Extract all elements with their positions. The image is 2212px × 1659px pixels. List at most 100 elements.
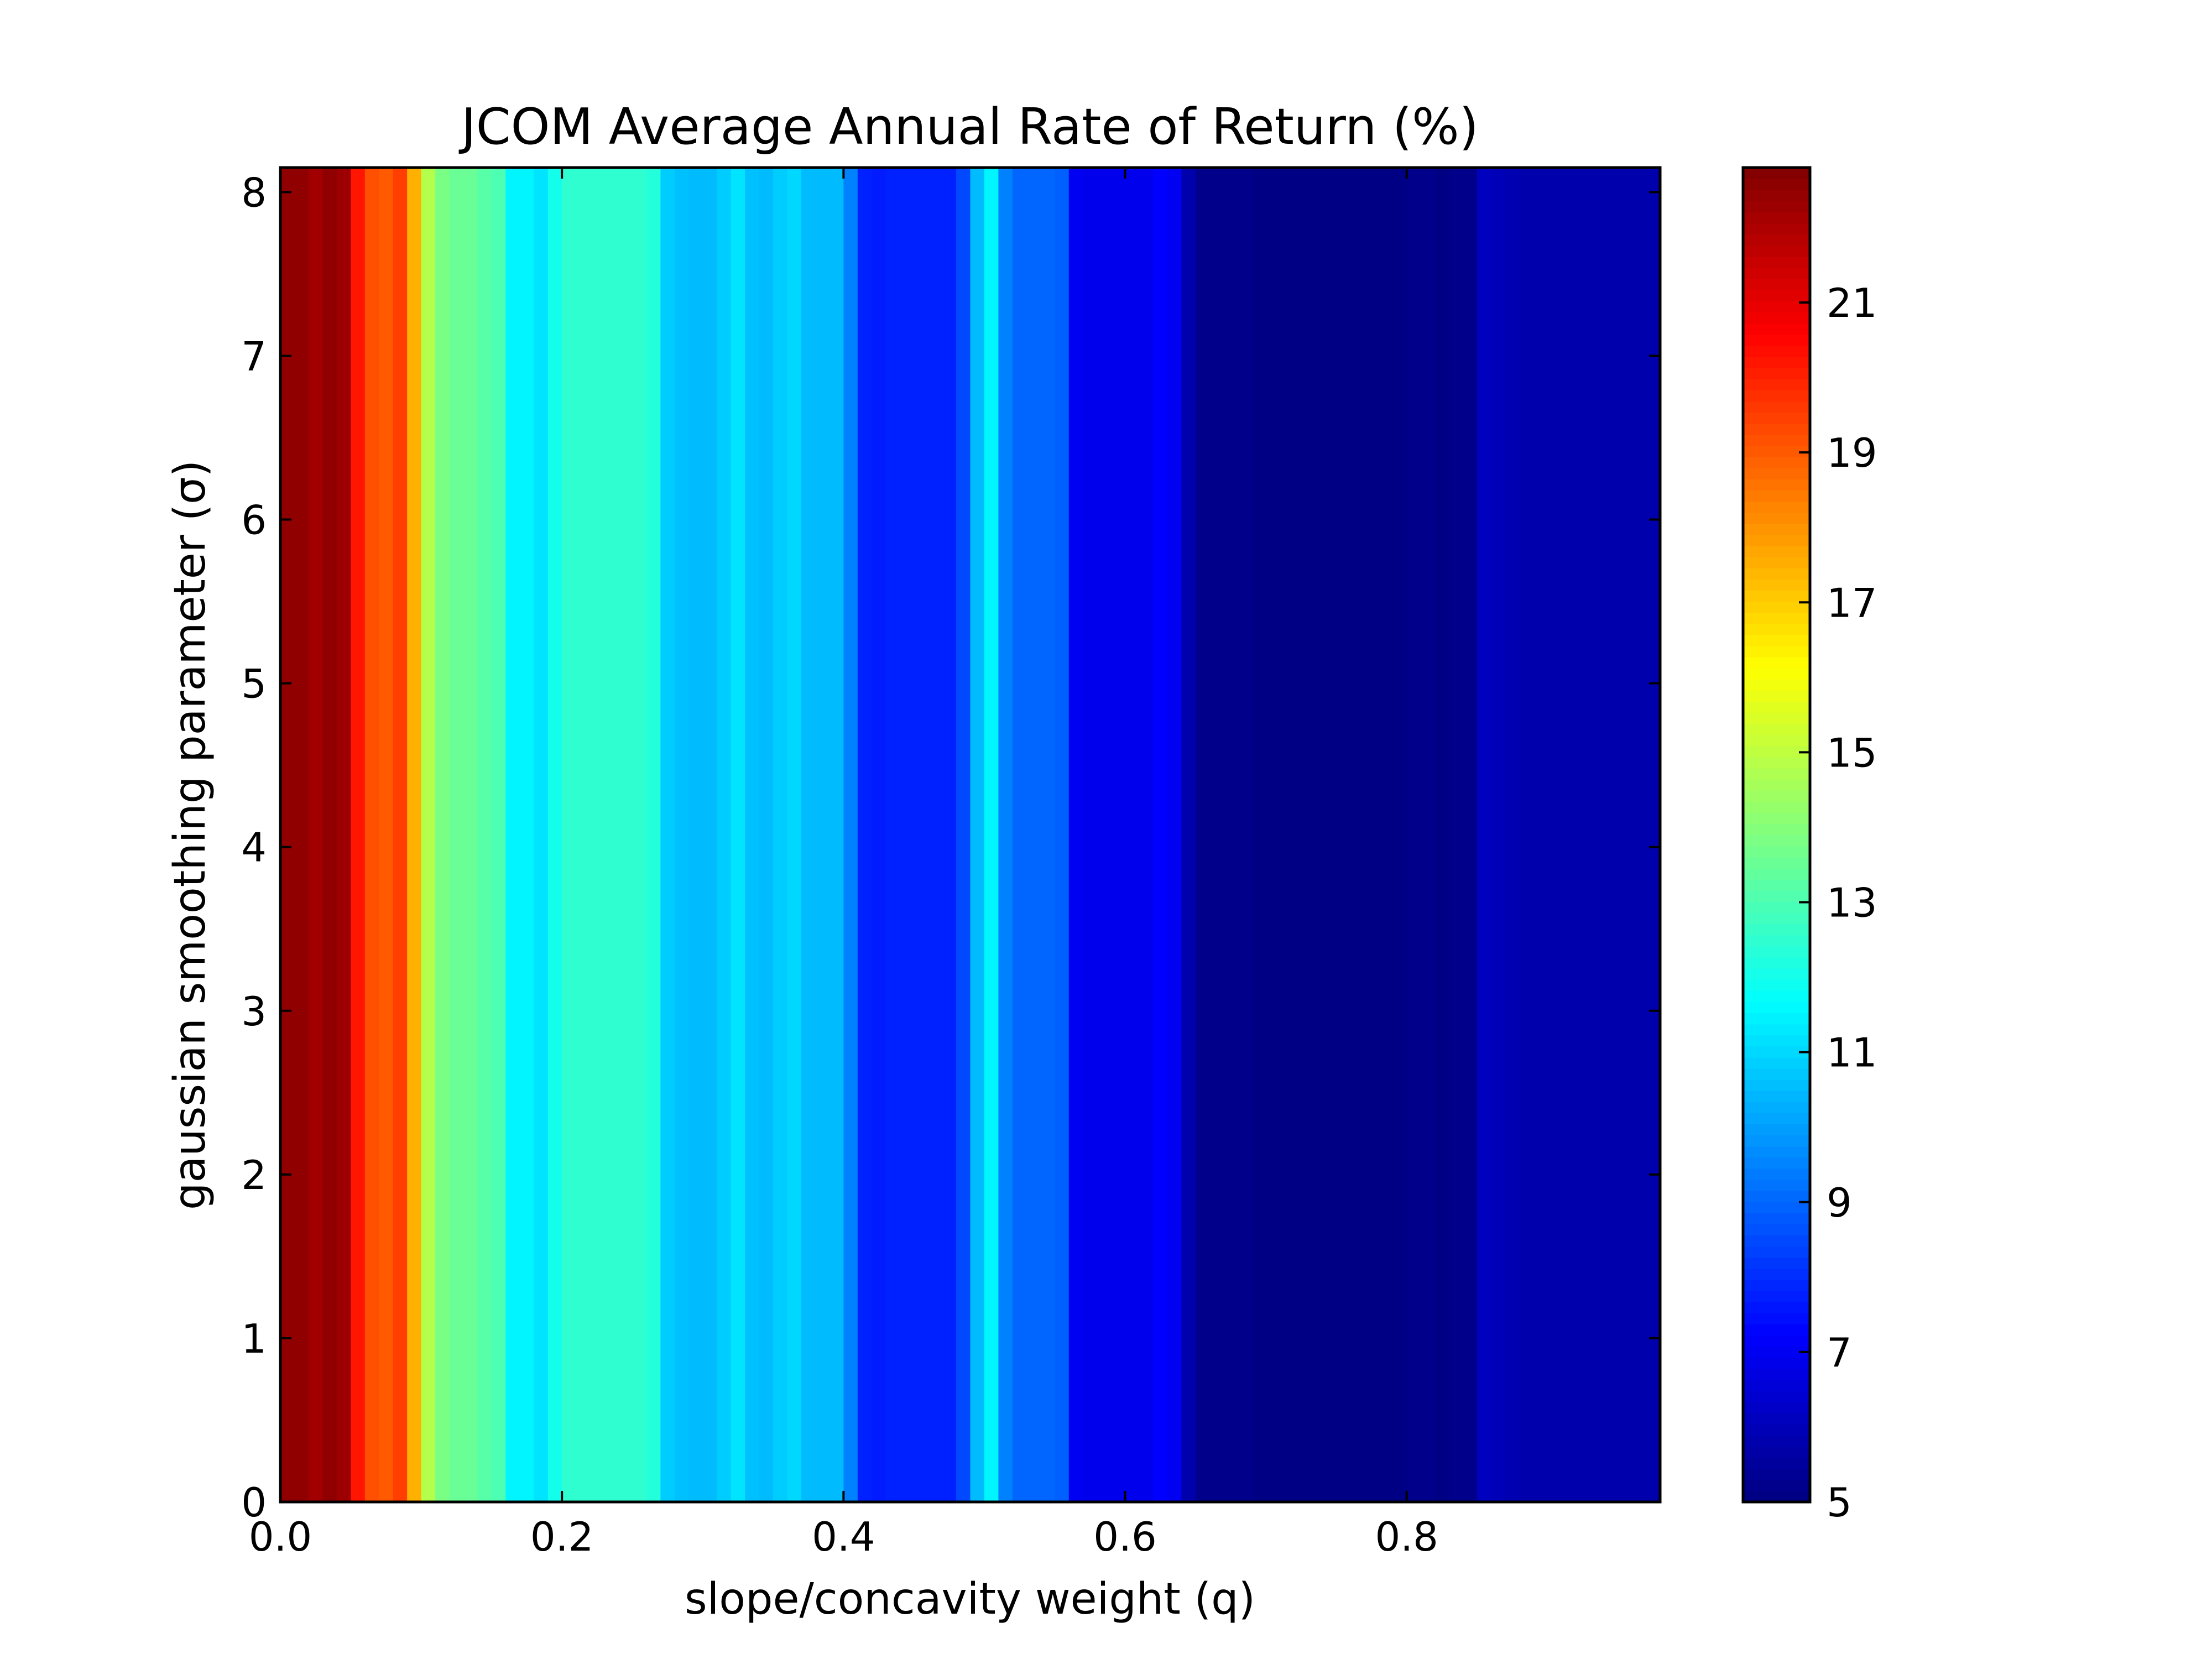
colorbar-segment <box>1743 267 1810 279</box>
heatmap-column <box>604 168 619 1502</box>
colorbar-segment <box>1743 779 1810 791</box>
colorbar-segment <box>1743 1013 1810 1025</box>
heatmap-column <box>1153 168 1168 1502</box>
heatmap-column <box>449 168 464 1502</box>
heatmap-column <box>759 168 774 1502</box>
colorbar-tick-label: 17 <box>1827 580 1877 626</box>
y-tick-label: 7 <box>241 333 267 379</box>
heatmap-column <box>1125 168 1140 1502</box>
heatmap-column <box>1449 168 1464 1502</box>
heatmap-column <box>547 168 562 1502</box>
heatmap-column <box>745 168 760 1502</box>
plot-frame <box>279 166 1662 1504</box>
heatmap-column <box>1392 168 1407 1502</box>
heatmap-column <box>1463 168 1478 1502</box>
heatmap-column <box>998 168 1013 1502</box>
colorbar-segment <box>1743 823 1810 836</box>
colorbar-segment <box>1743 379 1810 390</box>
colorbar-segment <box>1743 512 1810 524</box>
colorbar-segment <box>1743 168 1810 179</box>
colorbar-segment <box>1743 1402 1810 1413</box>
colorbar-segment <box>1743 645 1810 658</box>
colorbar-segment <box>1743 924 1810 936</box>
colorbar-segment <box>1743 1157 1810 1169</box>
heatmap-column <box>688 168 703 1502</box>
heatmap-column <box>351 168 366 1502</box>
colorbar-segment <box>1743 812 1810 825</box>
y-tick-label: 8 <box>241 169 267 216</box>
colorbar-segment <box>1743 1302 1810 1313</box>
colorbar-tick-label: 9 <box>1827 1180 1852 1226</box>
x-axis-ticks: 0.0 0.2 0.4 0.6 0.8 <box>249 168 1438 1560</box>
y-tick-label: 6 <box>241 497 267 544</box>
heatmap-column <box>984 168 999 1502</box>
heatmap-column <box>294 168 309 1502</box>
heatmap-column <box>1364 168 1379 1502</box>
colorbar-segment <box>1743 1324 1810 1336</box>
colorbar-segment <box>1743 279 1810 290</box>
colorbar-segment <box>1743 467 1810 479</box>
colorbar-segment <box>1743 1035 1810 1047</box>
colorbar-segment <box>1743 245 1810 257</box>
colorbar-segment <box>1743 1046 1810 1058</box>
x-tick-label: 0.4 <box>812 1514 875 1560</box>
colorbar-segment <box>1743 1202 1810 1213</box>
heatmap-column <box>1434 168 1449 1502</box>
heatmap-column <box>505 168 520 1502</box>
heatmap-column <box>1040 168 1056 1502</box>
y-tick-label: 3 <box>241 988 267 1035</box>
colorbar-tick-label: 5 <box>1827 1479 1852 1526</box>
colorbar-tick-label: 15 <box>1827 729 1877 776</box>
x-tick-label: 0.8 <box>1375 1514 1438 1560</box>
heatmap-column <box>829 168 844 1502</box>
heatmap-column <box>1266 168 1281 1502</box>
heatmap-column <box>336 168 352 1502</box>
colorbar-segment <box>1743 968 1810 980</box>
heatmap-column <box>1336 168 1351 1502</box>
heatmap-column <box>956 168 971 1502</box>
heatmap-column <box>379 168 394 1502</box>
heatmap-column <box>1477 168 1492 1502</box>
colorbar-segment <box>1743 1135 1810 1147</box>
x-tick-label: 0.2 <box>530 1514 594 1560</box>
heatmap-column <box>970 168 985 1502</box>
colorbar-segment <box>1743 790 1810 802</box>
colorbar-segment <box>1743 1179 1810 1191</box>
heatmap-column <box>717 168 732 1502</box>
heatmap-column <box>562 168 577 1502</box>
colorbar-segment <box>1743 990 1810 1002</box>
heatmap-column <box>1209 168 1224 1502</box>
colorbar-segment <box>1743 1357 1810 1369</box>
heatmap-column <box>477 168 492 1502</box>
colorbar-segment <box>1743 679 1810 691</box>
colorbar-segment <box>1743 601 1810 613</box>
colorbar-segment <box>1743 1446 1810 1458</box>
colorbar-segment <box>1743 423 1810 435</box>
heatmap-column <box>674 168 690 1502</box>
colorbar-segment <box>1743 579 1810 591</box>
colorbar-segment <box>1743 868 1810 880</box>
colorbar-segment <box>1743 556 1810 568</box>
colorbar-segment <box>1743 256 1810 268</box>
colorbar-tick-label: 21 <box>1827 280 1877 326</box>
colorbar-segment <box>1743 412 1810 424</box>
colorbar-segment <box>1743 1468 1810 1480</box>
heatmap-column <box>1111 168 1126 1502</box>
colorbar-segment <box>1743 401 1810 413</box>
colorbar-segment <box>1743 912 1810 925</box>
colorbar-segment <box>1743 1224 1810 1236</box>
colorbar-segment <box>1743 623 1810 635</box>
heatmap-column <box>1012 168 1027 1502</box>
colorbar-segment <box>1743 1368 1810 1380</box>
colorbar-segment <box>1743 434 1810 446</box>
colorbar-segment <box>1743 801 1810 813</box>
colorbar-segment <box>1743 1079 1810 1091</box>
colorbar-segment <box>1743 501 1810 513</box>
heatmap-column <box>1322 168 1337 1502</box>
heatmap-column <box>1547 168 1562 1502</box>
colorbar-segment <box>1743 1313 1810 1325</box>
colorbar-segment <box>1743 1257 1810 1269</box>
heatmap-column <box>1195 168 1211 1502</box>
colorbar-segment <box>1743 1113 1810 1125</box>
heatmap-column <box>872 168 886 1502</box>
